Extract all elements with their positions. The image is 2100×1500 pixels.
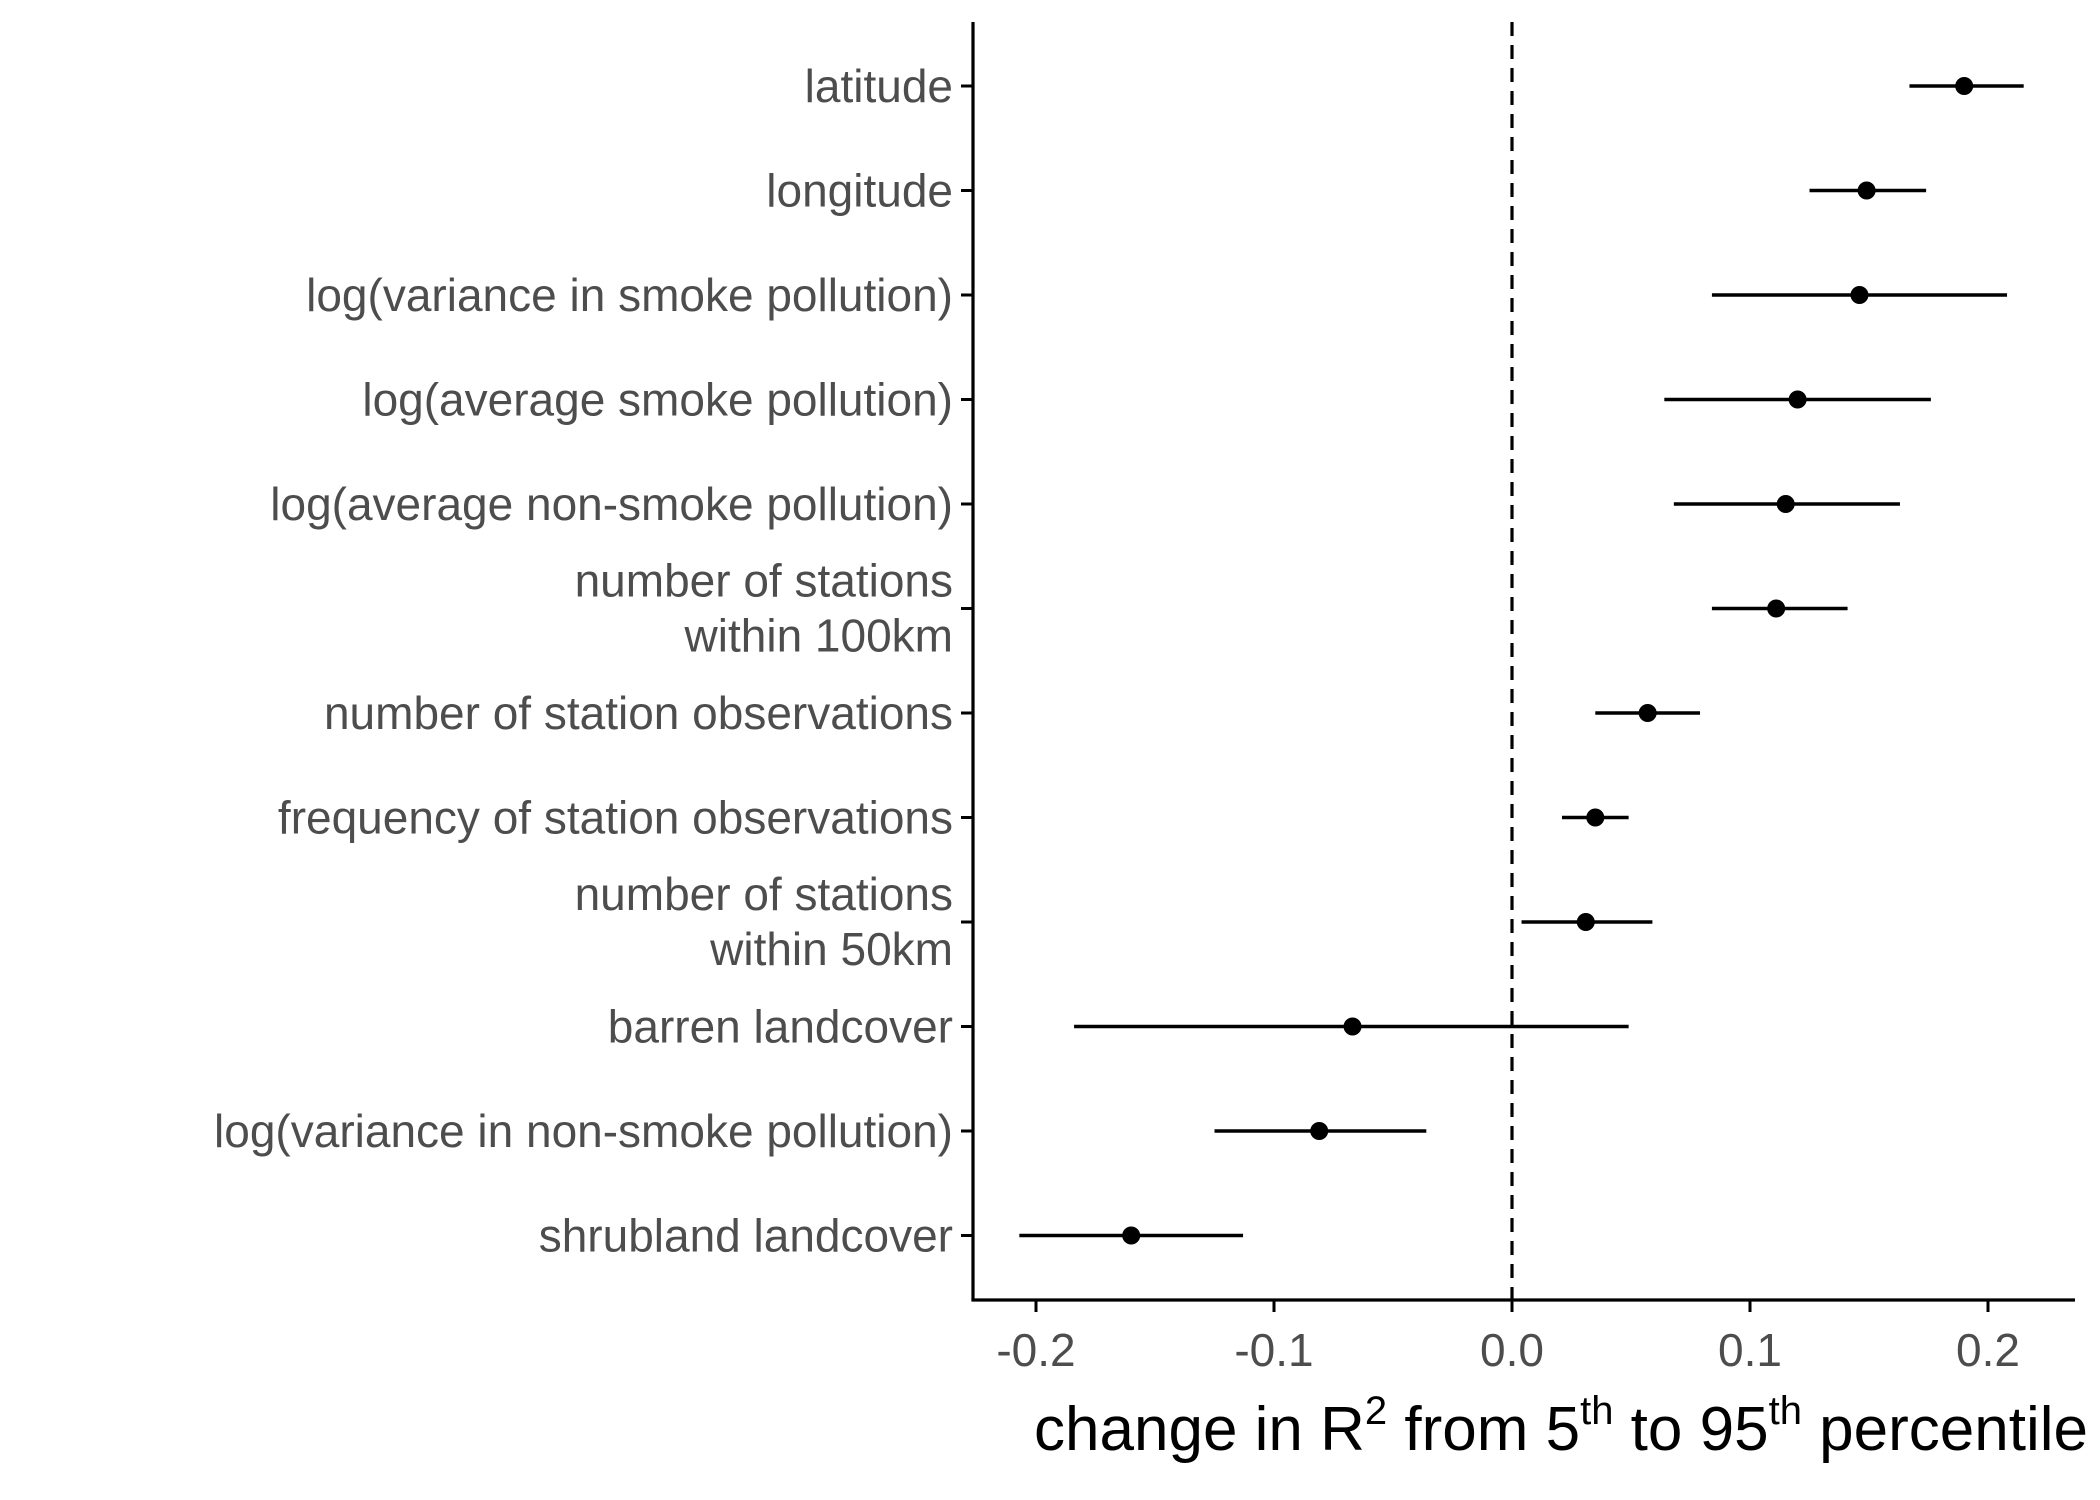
y-tick-label: latitude xyxy=(805,60,953,112)
y-tick-label: longitude xyxy=(766,165,953,217)
y-tick-label: shrubland landcover xyxy=(539,1210,953,1262)
y-tick-label: number of stations xyxy=(575,868,953,920)
x-tick-label: -0.1 xyxy=(1234,1324,1313,1376)
y-tick-label: number of stations xyxy=(575,555,953,607)
point-estimate xyxy=(1776,495,1795,513)
point-estimate xyxy=(1343,1017,1362,1036)
point-estimate xyxy=(1586,808,1605,827)
point-estimate xyxy=(1767,599,1786,618)
y-tick-label: frequency of station observations xyxy=(278,792,953,844)
y-tick-label: within 100km xyxy=(684,610,953,662)
point-estimate xyxy=(1638,704,1657,722)
y-tick-label: log(variance in non-smoke pollution) xyxy=(214,1105,953,1157)
x-axis-title: change in R2 from 5th to 95th percentile xyxy=(1034,1389,2088,1464)
y-tick-label: number of station observations xyxy=(324,687,953,739)
y-tick-label: log(average non-smoke pollution) xyxy=(270,478,953,530)
y-tick-label: log(average smoke pollution) xyxy=(362,374,953,426)
x-tick-label: 0.2 xyxy=(1956,1324,2020,1376)
x-tick-label: 0.0 xyxy=(1480,1324,1544,1376)
point-estimate xyxy=(1788,390,1807,409)
point-estimate xyxy=(1955,77,1974,95)
point-estimate xyxy=(1857,181,1876,200)
point-estimate xyxy=(1576,913,1595,931)
y-tick-label: within 50km xyxy=(709,923,953,975)
x-tick-label: -0.2 xyxy=(996,1324,1075,1376)
plot-area: -0.2 -0.1 0.0 0.1 0.2 latitude longitude log(va… xyxy=(214,22,2075,1376)
y-tick-label: log(variance in smoke pollution) xyxy=(306,269,953,321)
point-estimate xyxy=(1310,1122,1329,1140)
x-tick-label: 0.1 xyxy=(1718,1324,1782,1376)
point-estimate xyxy=(1850,286,1869,304)
y-tick-label: barren landcover xyxy=(608,1001,953,1053)
point-estimate xyxy=(1122,1226,1141,1245)
